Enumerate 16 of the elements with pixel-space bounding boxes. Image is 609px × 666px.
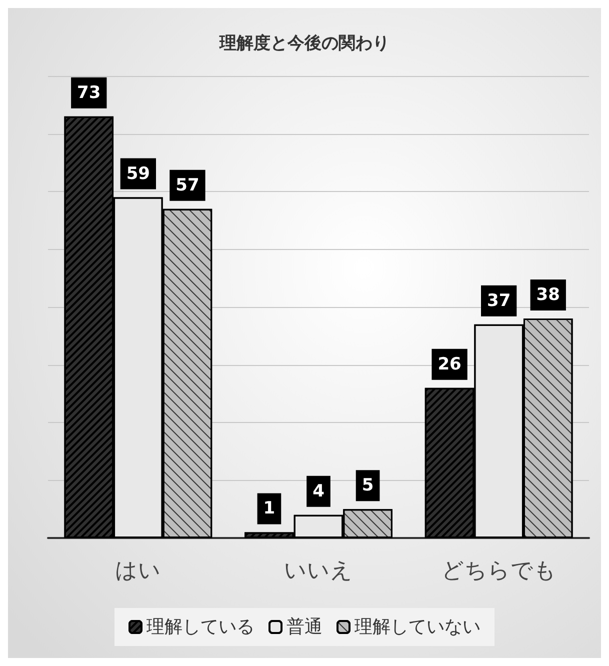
data-label: 1 — [263, 498, 276, 519]
data-label: 59 — [126, 164, 150, 184]
data-label: 57 — [176, 175, 200, 196]
x-tick-label: いいえ — [284, 558, 353, 584]
data-label: 26 — [438, 354, 462, 374]
legend-label: 理解していない — [354, 616, 480, 638]
data-label: 37 — [486, 290, 511, 311]
data-label: 5 — [362, 476, 374, 496]
x-tick-label: はい — [115, 558, 162, 584]
data-label: 4 — [312, 481, 325, 502]
legend-label: 理解している — [146, 616, 254, 638]
legend-label: 普通 — [286, 616, 322, 638]
data-label: 73 — [77, 82, 101, 103]
x-tick-label: どちらでも — [441, 558, 556, 584]
data-label: 38 — [536, 285, 560, 306]
chart-title: 理解度と今後の関わり — [218, 34, 390, 54]
